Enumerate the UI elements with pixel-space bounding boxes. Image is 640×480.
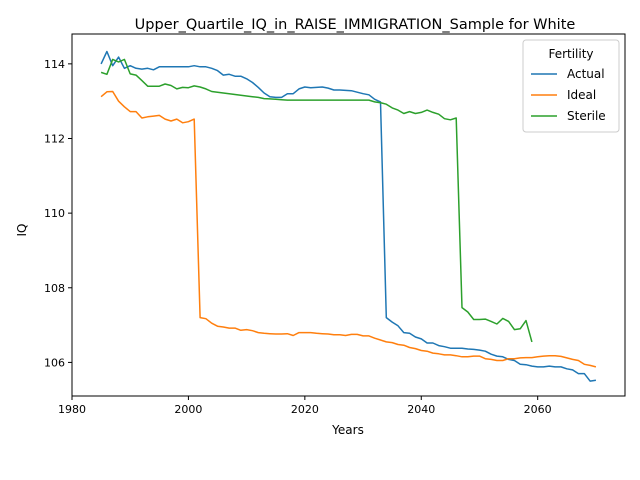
legend-entries: Actual Ideal Sterile (531, 67, 606, 123)
y-tick-label: 106 (44, 356, 65, 369)
chart-title: Upper_Quartile_IQ_in_RAISE_IMMIGRATION_S… (135, 17, 576, 33)
series-line-actual (100, 50, 597, 382)
x-axis: 1980 2000 2020 2040 2060 (58, 396, 552, 416)
y-axis-label: IQ (15, 224, 29, 237)
legend-label-sterile: Sterile (567, 109, 606, 123)
x-axis-label: Years (331, 423, 364, 437)
x-tick-label: 2000 (174, 403, 202, 416)
x-tick-label: 2020 (291, 403, 319, 416)
x-tick-label: 1980 (58, 403, 86, 416)
plot-frame (71, 33, 626, 397)
series-line-ideal (100, 90, 597, 368)
legend-title: Fertility (548, 47, 593, 61)
x-tick-label: 2040 (407, 403, 435, 416)
legend-label-ideal: Ideal (567, 88, 596, 102)
plot-lines (100, 50, 597, 382)
y-axis: 106 108 110 112 114 (44, 58, 72, 369)
legend-box (522, 39, 620, 133)
y-tick-label: 108 (44, 282, 65, 295)
legend-label-actual: Actual (567, 67, 605, 81)
x-tick-label: 2060 (524, 403, 552, 416)
legend: Fertility Actual Ideal Sterile (522, 39, 620, 133)
y-tick-label: 110 (44, 207, 65, 220)
y-tick-label: 114 (44, 58, 65, 71)
y-tick-label: 112 (44, 132, 65, 145)
series-line-sterile (100, 58, 533, 343)
